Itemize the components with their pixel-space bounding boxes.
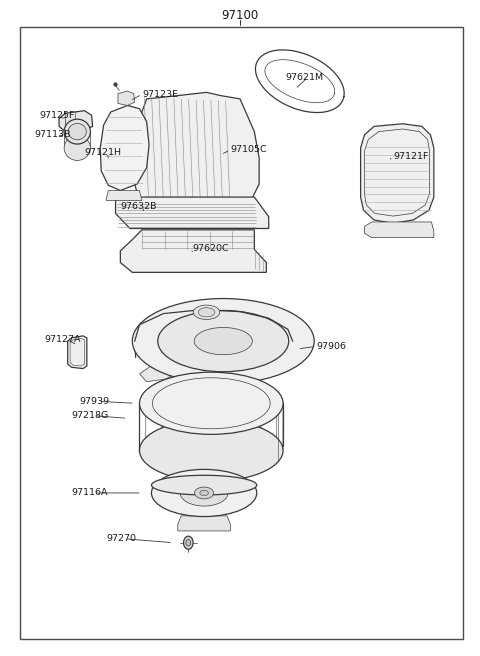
Circle shape: [183, 536, 193, 549]
Polygon shape: [68, 336, 87, 369]
Polygon shape: [106, 190, 142, 200]
Text: 97121F: 97121F: [393, 152, 429, 161]
Polygon shape: [360, 124, 434, 223]
Ellipse shape: [152, 470, 257, 516]
Polygon shape: [118, 91, 135, 106]
Text: 97939: 97939: [80, 397, 110, 406]
Ellipse shape: [64, 136, 90, 161]
Ellipse shape: [180, 480, 228, 506]
Text: 97113B: 97113B: [34, 131, 71, 139]
Ellipse shape: [198, 308, 215, 317]
Polygon shape: [364, 222, 434, 237]
Polygon shape: [135, 92, 259, 220]
Ellipse shape: [140, 419, 283, 482]
Polygon shape: [116, 197, 269, 228]
Polygon shape: [140, 362, 177, 382]
Text: 97105C: 97105C: [230, 146, 267, 154]
Ellipse shape: [64, 119, 90, 144]
Ellipse shape: [152, 476, 257, 495]
Ellipse shape: [193, 305, 220, 319]
Text: 97632B: 97632B: [120, 202, 157, 211]
Text: 97621M: 97621M: [286, 73, 324, 82]
Ellipse shape: [158, 310, 289, 372]
Ellipse shape: [132, 298, 314, 384]
Text: 97123E: 97123E: [142, 90, 178, 99]
Text: 97270: 97270: [106, 534, 136, 543]
Text: 97906: 97906: [317, 342, 347, 351]
Polygon shape: [100, 106, 149, 190]
Polygon shape: [178, 516, 230, 531]
Text: 97218G: 97218G: [72, 411, 109, 420]
Ellipse shape: [200, 490, 208, 495]
Ellipse shape: [68, 123, 86, 140]
Text: 97125F: 97125F: [39, 111, 74, 120]
Polygon shape: [59, 111, 93, 132]
Text: 97121H: 97121H: [84, 148, 121, 157]
Ellipse shape: [194, 487, 214, 499]
Text: 97127A: 97127A: [45, 335, 81, 344]
Text: 97116A: 97116A: [72, 489, 108, 497]
Ellipse shape: [140, 372, 283, 434]
Text: 97620C: 97620C: [192, 243, 229, 253]
Circle shape: [186, 539, 191, 546]
Ellipse shape: [194, 327, 252, 355]
Text: 97100: 97100: [221, 9, 259, 22]
Polygon shape: [120, 230, 266, 272]
